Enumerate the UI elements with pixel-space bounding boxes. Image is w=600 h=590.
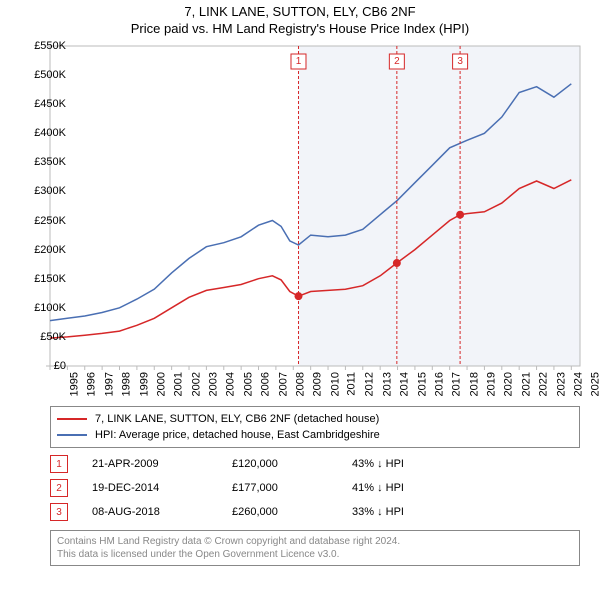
attribution-footnote: Contains HM Land Registry data © Crown c… [50, 530, 580, 566]
x-axis-tick-label: 2025 [590, 372, 600, 396]
svg-text:3: 3 [457, 56, 463, 67]
transaction-row: 2 19-DEC-2014£177,00041% ↓ HPI [50, 476, 580, 500]
transaction-marker-dot [456, 211, 464, 219]
x-axis-tick-label: 2008 [294, 372, 306, 396]
x-axis-tick-label: 1998 [121, 372, 133, 396]
y-axis-tick-label: £200K [20, 244, 66, 256]
x-axis-tick-label: 2009 [312, 372, 324, 396]
x-axis-tick-label: 2021 [520, 372, 532, 396]
transaction-price: £120,000 [232, 458, 352, 470]
legend-row: 7, LINK LANE, SUTTON, ELY, CB6 2NF (deta… [57, 411, 573, 427]
y-axis-tick-label: £50K [20, 331, 66, 343]
svg-text:1: 1 [296, 56, 302, 67]
x-axis-tick-label: 1996 [86, 372, 98, 396]
x-axis-tick-label: 2017 [451, 372, 463, 396]
x-axis-tick-label: 2020 [503, 372, 515, 396]
x-axis-tick-label: 2018 [468, 372, 480, 396]
y-axis-tick-label: £300K [20, 185, 66, 197]
x-axis-tick-label: 2007 [277, 372, 289, 396]
legend-row: HPI: Average price, detached house, East… [57, 427, 573, 443]
transaction-row: 1 21-APR-2009£120,00043% ↓ HPI [50, 452, 580, 476]
transaction-price: £177,000 [232, 482, 352, 494]
transaction-marker-box: 2 [389, 54, 404, 69]
transaction-date: 19-DEC-2014 [92, 482, 232, 494]
y-axis-tick-label: £400K [20, 127, 66, 139]
transaction-marker-icon: 2 [50, 479, 68, 497]
legend-swatch [57, 434, 87, 436]
transaction-marker-dot [393, 259, 401, 267]
transaction-marker-box: 1 [291, 54, 306, 69]
x-axis-tick-label: 2006 [260, 372, 272, 396]
y-axis-tick-label: £100K [20, 302, 66, 314]
transaction-delta: 41% ↓ HPI [352, 482, 472, 494]
x-axis-tick-label: 2011 [346, 372, 358, 396]
x-axis-tick-label: 2000 [155, 372, 167, 396]
y-axis-tick-label: £450K [20, 98, 66, 110]
transaction-marker-dot [294, 292, 302, 300]
x-axis-tick-label: 2024 [572, 372, 584, 396]
footnote-line: This data is licensed under the Open Gov… [57, 548, 573, 561]
x-axis-tick-label: 2012 [364, 372, 376, 396]
x-axis-tick-label: 2023 [555, 372, 567, 396]
transactions-table: 1 21-APR-2009£120,00043% ↓ HPI 2 19-DEC-201… [50, 452, 580, 524]
x-axis-tick-label: 2004 [225, 372, 237, 396]
x-axis-tick-label: 2015 [416, 372, 428, 396]
x-axis-tick-label: 2002 [190, 372, 202, 396]
transaction-price: £260,000 [232, 506, 352, 518]
x-axis-tick-label: 2019 [486, 372, 498, 396]
transaction-delta: 33% ↓ HPI [352, 506, 472, 518]
x-axis-tick-label: 2022 [538, 372, 550, 396]
legend-swatch [57, 418, 87, 420]
y-axis-tick-label: £0 [20, 360, 66, 372]
transaction-marker-icon: 1 [50, 455, 68, 473]
transaction-row: 3 08-AUG-2018£260,00033% ↓ HPI [50, 500, 580, 524]
legend-label: 7, LINK LANE, SUTTON, ELY, CB6 2NF (deta… [95, 411, 379, 427]
x-axis-tick-label: 2010 [329, 372, 341, 396]
transaction-marker-box: 3 [453, 54, 468, 69]
y-axis-tick-label: £550K [20, 40, 66, 52]
y-axis-tick-label: £350K [20, 156, 66, 168]
price-chart: 1 2 3 [50, 46, 580, 366]
x-axis-tick-label: 2003 [208, 372, 220, 396]
legend: 7, LINK LANE, SUTTON, ELY, CB6 2NF (deta… [50, 406, 580, 448]
y-axis-tick-label: £150K [20, 273, 66, 285]
title-subtitle: Price paid vs. HM Land Registry's House … [0, 21, 600, 36]
y-axis-tick-label: £500K [20, 69, 66, 81]
x-axis-tick-label: 1999 [138, 372, 150, 396]
y-axis-tick-label: £250K [20, 215, 66, 227]
transaction-date: 21-APR-2009 [92, 458, 232, 470]
transaction-date: 08-AUG-2018 [92, 506, 232, 518]
x-axis-tick-label: 2005 [242, 372, 254, 396]
x-axis-tick-label: 1997 [103, 372, 115, 396]
title-address: 7, LINK LANE, SUTTON, ELY, CB6 2NF [0, 4, 600, 19]
x-axis-tick-label: 2001 [173, 372, 185, 396]
x-axis-tick-label: 2016 [433, 372, 445, 396]
legend-label: HPI: Average price, detached house, East… [95, 427, 380, 443]
footnote-line: Contains HM Land Registry data © Crown c… [57, 535, 573, 548]
x-axis-tick-label: 1995 [68, 372, 80, 396]
transaction-delta: 43% ↓ HPI [352, 458, 472, 470]
x-axis-tick-label: 2013 [381, 372, 393, 396]
x-axis-tick-label: 2014 [399, 372, 411, 396]
svg-text:2: 2 [394, 56, 400, 67]
transaction-marker-icon: 3 [50, 503, 68, 521]
